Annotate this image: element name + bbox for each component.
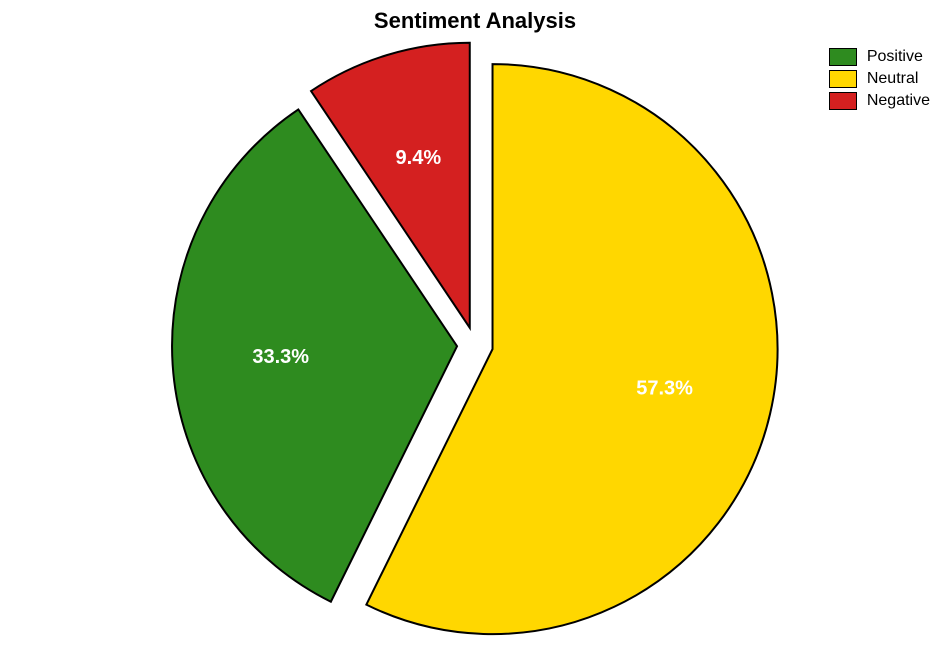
legend-label-neutral: Neutral bbox=[867, 70, 919, 88]
pie-label-negative: 9.4% bbox=[396, 147, 442, 169]
pie-label-neutral: 57.3% bbox=[636, 378, 693, 400]
legend-swatch-positive bbox=[829, 48, 857, 66]
pie-svg: 57.3% 33.3% 9.4% bbox=[0, 0, 950, 662]
pie-label-positive: 33.3% bbox=[252, 346, 309, 368]
legend-item-negative: Negative bbox=[829, 92, 930, 110]
legend-item-positive: Positive bbox=[829, 48, 930, 66]
legend: Positive Neutral Negative bbox=[829, 48, 930, 114]
legend-swatch-negative bbox=[829, 92, 857, 110]
sentiment-pie-chart: Sentiment Analysis 57.3%33.3%9.4% Positi… bbox=[0, 0, 950, 662]
legend-label-negative: Negative bbox=[867, 92, 930, 110]
legend-item-neutral: Neutral bbox=[829, 70, 930, 88]
legend-label-positive: Positive bbox=[867, 48, 923, 66]
legend-swatch-neutral bbox=[829, 70, 857, 88]
